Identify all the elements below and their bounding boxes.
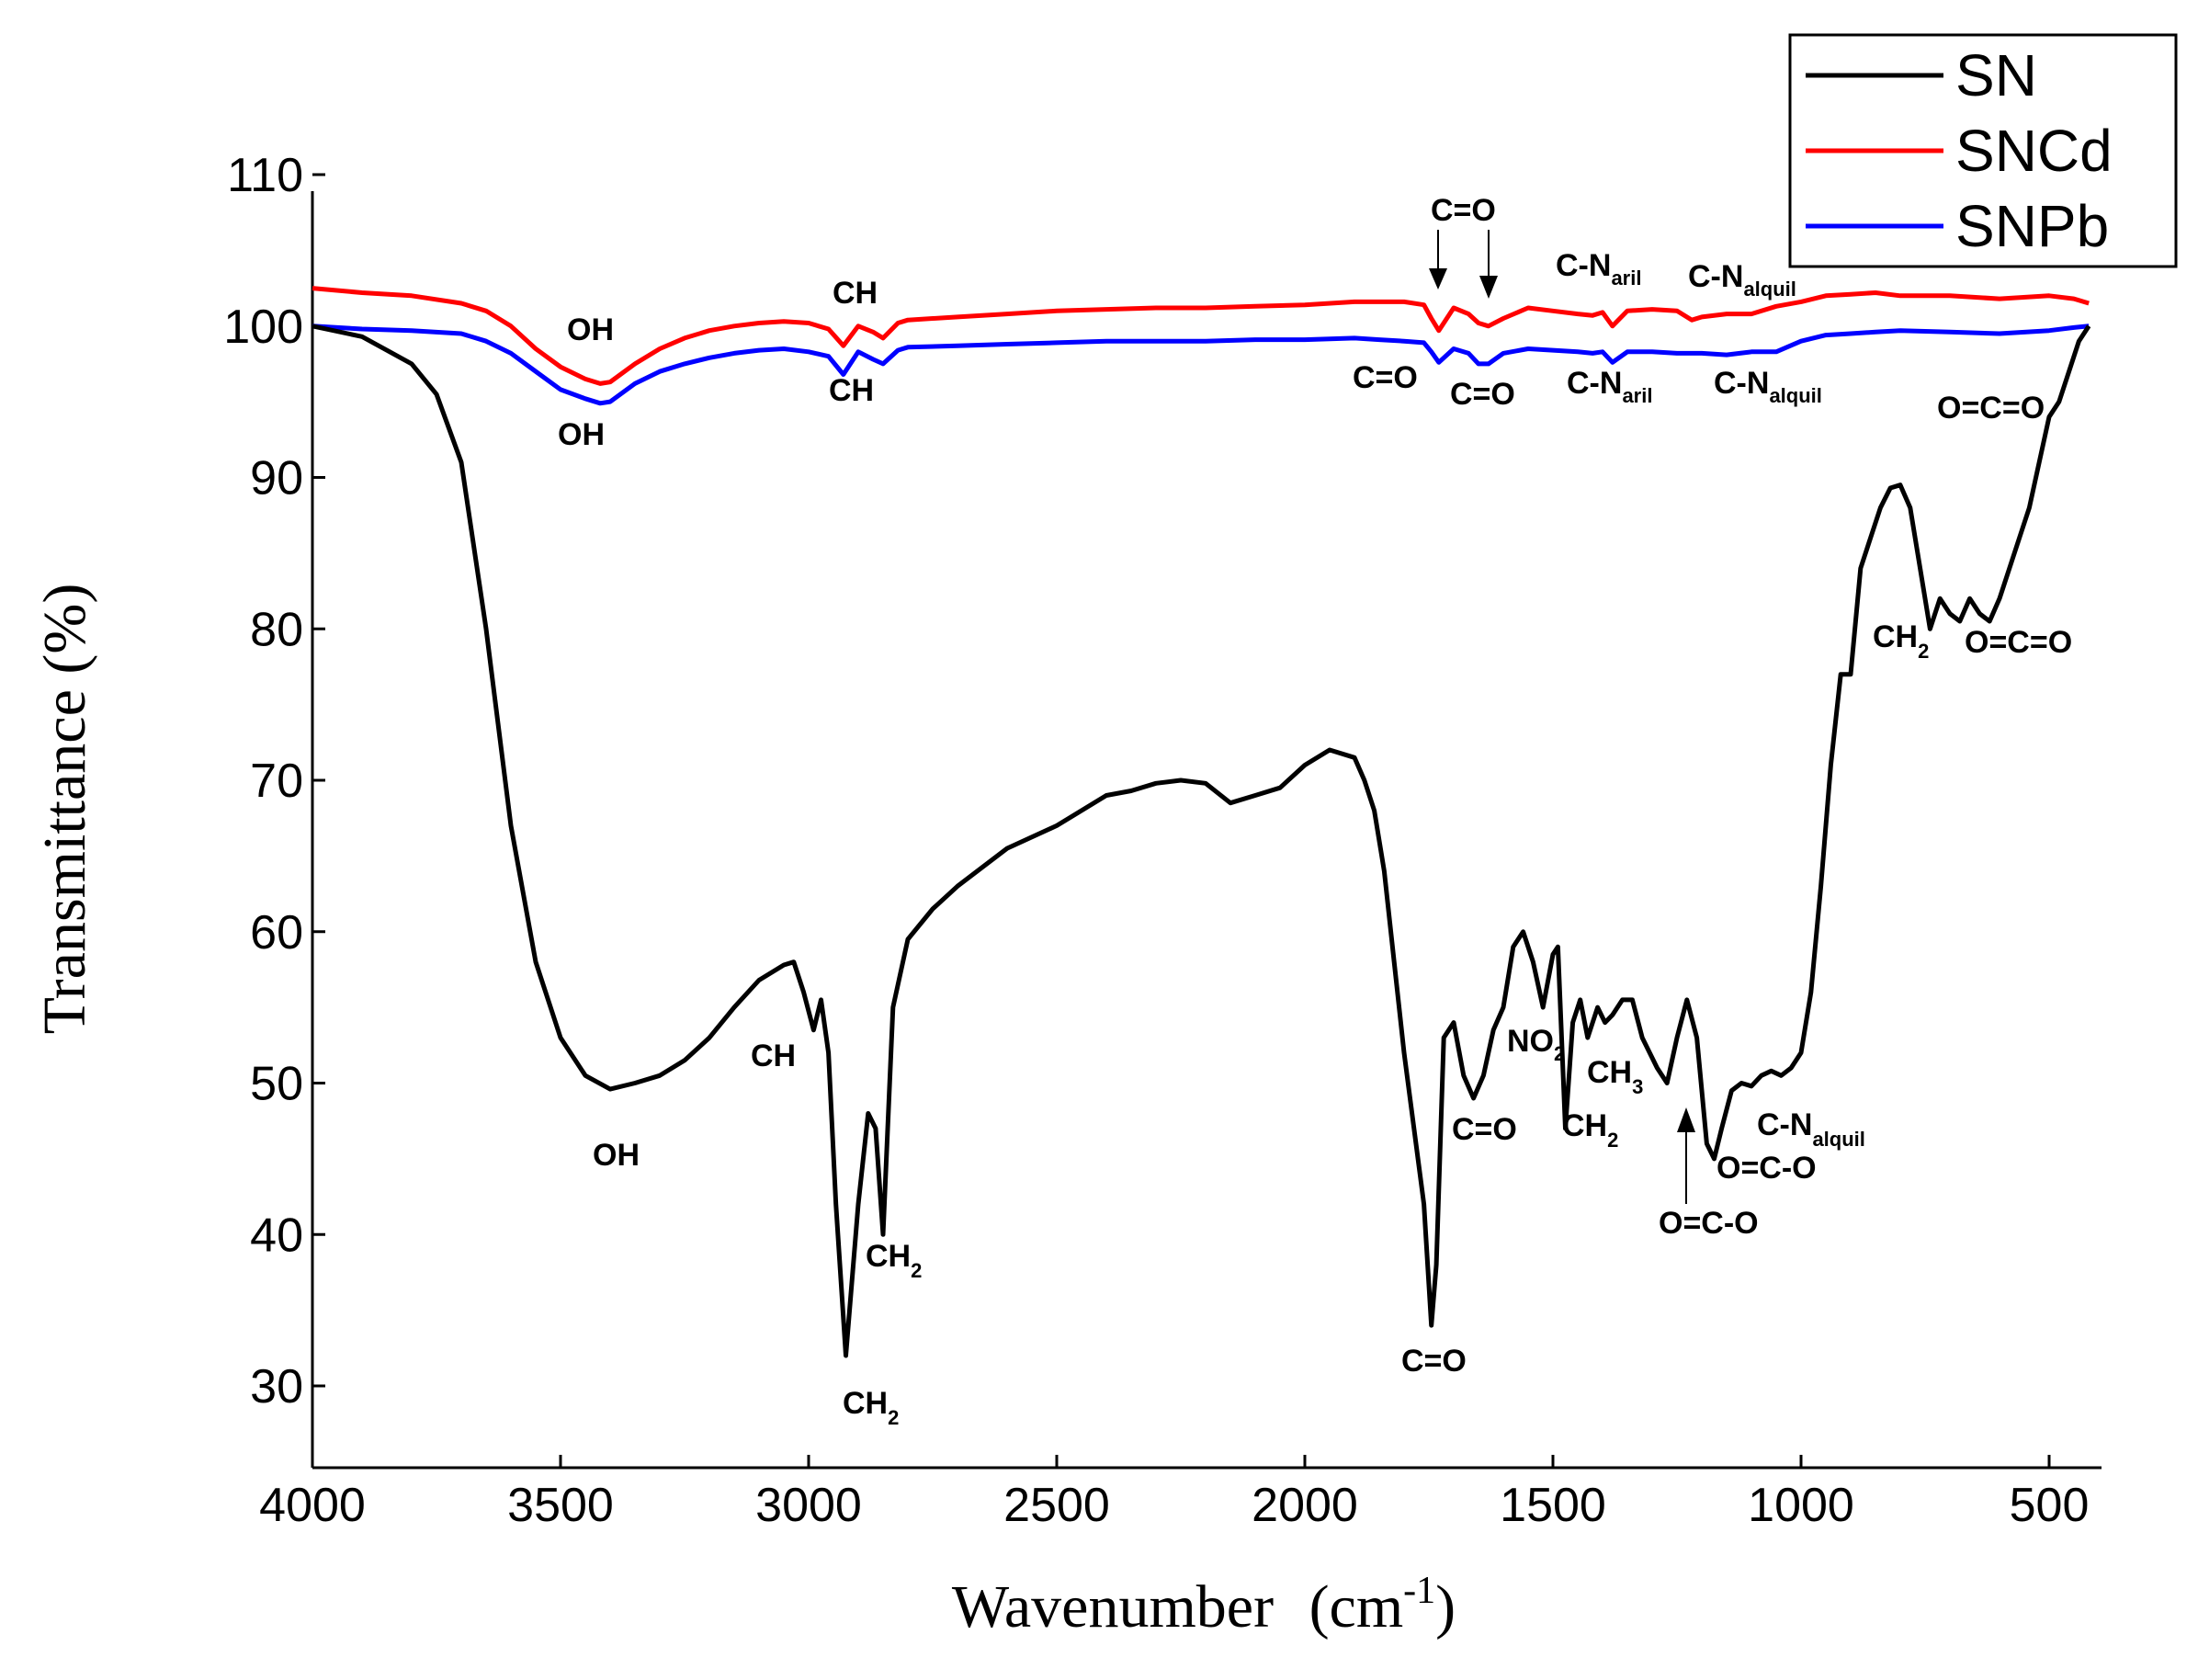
- ann-cd-cn-alquil: C-Nalquil: [1688, 259, 1796, 301]
- y-tick-label: 80: [250, 603, 303, 656]
- ann-sn-co-2: C=O: [1452, 1112, 1517, 1147]
- ann-cd-co: C=O: [1431, 193, 1496, 228]
- ann-sn-oco2: O=C=O: [1965, 625, 2072, 660]
- arrow-oco-head: [1677, 1107, 1695, 1132]
- legend-label-snpb: SNPb: [1955, 193, 2109, 259]
- x-tick-label: 4000: [259, 1479, 366, 1532]
- ann-pb-cn-aril: C-Naril: [1567, 366, 1652, 407]
- x-tick-label: 1500: [1500, 1479, 1606, 1532]
- x-axis-unit-close: ): [1435, 1573, 1456, 1640]
- ann-cd-oh: OH: [567, 312, 614, 347]
- series-line-snpb: [312, 324, 2090, 406]
- ann-cd-ch: CH: [833, 276, 878, 311]
- ann-pb-oh: OH: [558, 417, 605, 452]
- ann-pb-ch: CH: [829, 373, 874, 408]
- y-ticks: 30 40 50 60 70 80 90 100 110: [223, 149, 325, 1413]
- x-axis-unit-open: (cm: [1309, 1573, 1404, 1640]
- ann-sn-oco-2: O=C-O: [1716, 1151, 1817, 1186]
- ann-sn-ch2-a: CH2: [866, 1239, 922, 1282]
- series-line-sn: [312, 324, 2091, 1358]
- x-tick-label: 2000: [1252, 1479, 1358, 1532]
- y-tick-label: 30: [250, 1360, 303, 1413]
- y-axis-title: Transmittance (%): [31, 584, 98, 1035]
- ann-sn-ch2-b: CH2: [843, 1386, 899, 1429]
- y-tick-label: 60: [250, 906, 303, 959]
- x-tick-label: 500: [2010, 1479, 2090, 1532]
- ann-sn-ch2-c: CH2: [1562, 1108, 1618, 1152]
- arrow-co-left-head: [1429, 268, 1447, 289]
- y-tick-label: 90: [250, 452, 303, 505]
- x-axis-unit-sup: -1: [1403, 1570, 1435, 1612]
- legend: SN SNCd SNPb: [1788, 33, 2178, 268]
- y-tick-label: 70: [250, 755, 303, 808]
- ann-pb-oco2: O=C=O: [1937, 391, 2045, 426]
- series-group: [312, 286, 2091, 1358]
- ann-pb-co-2: C=O: [1450, 377, 1515, 412]
- ann-pb-cn-alquil: C-Nalquil: [1714, 366, 1822, 407]
- y-tick-label: 100: [223, 301, 303, 354]
- y-tick-label: 40: [250, 1209, 303, 1262]
- y-tick-label: 110: [227, 149, 303, 202]
- x-axis-title: Wavenumber (cm-1): [952, 1570, 1456, 1640]
- ann-sn-no2: NO2: [1507, 1024, 1565, 1065]
- legend-label-sncd: SNCd: [1955, 118, 2113, 184]
- ann-cd-cn-aril: C-Naril: [1556, 248, 1641, 289]
- ann-sn-oco-1: O=C-O: [1659, 1206, 1759, 1241]
- x-axis-label: Wavenumber: [952, 1573, 1274, 1640]
- arrow-co-right-head: [1479, 276, 1498, 299]
- x-tick-label: 3000: [755, 1479, 862, 1532]
- ann-sn-ch: CH: [751, 1039, 796, 1073]
- y-tick-label: 50: [250, 1058, 303, 1111]
- ann-sn-cn-alquil: C-Nalquil: [1757, 1107, 1865, 1151]
- x-tick-label: 2500: [1003, 1479, 1110, 1532]
- x-tick-label: 1000: [1748, 1479, 1854, 1532]
- legend-label-sn: SN: [1955, 42, 2037, 108]
- x-ticks: 4000 3500 3000 2500 2000 1500 1000 500: [259, 1455, 2089, 1532]
- x-tick-label: 3500: [507, 1479, 614, 1532]
- ann-sn-ch3: CH3: [1587, 1055, 1643, 1098]
- series-line-sncd: [312, 286, 2090, 386]
- ann-sn-oh: OH: [593, 1138, 640, 1173]
- ann-sn-ch2-d: CH2: [1873, 619, 1929, 663]
- ann-sn-co-1: C=O: [1401, 1344, 1467, 1379]
- ann-pb-co-1: C=O: [1353, 360, 1418, 395]
- annotations: OH CH CH2 CH2 C=O C=O NO2 CH3 CH2 O=C-O …: [558, 193, 2072, 1429]
